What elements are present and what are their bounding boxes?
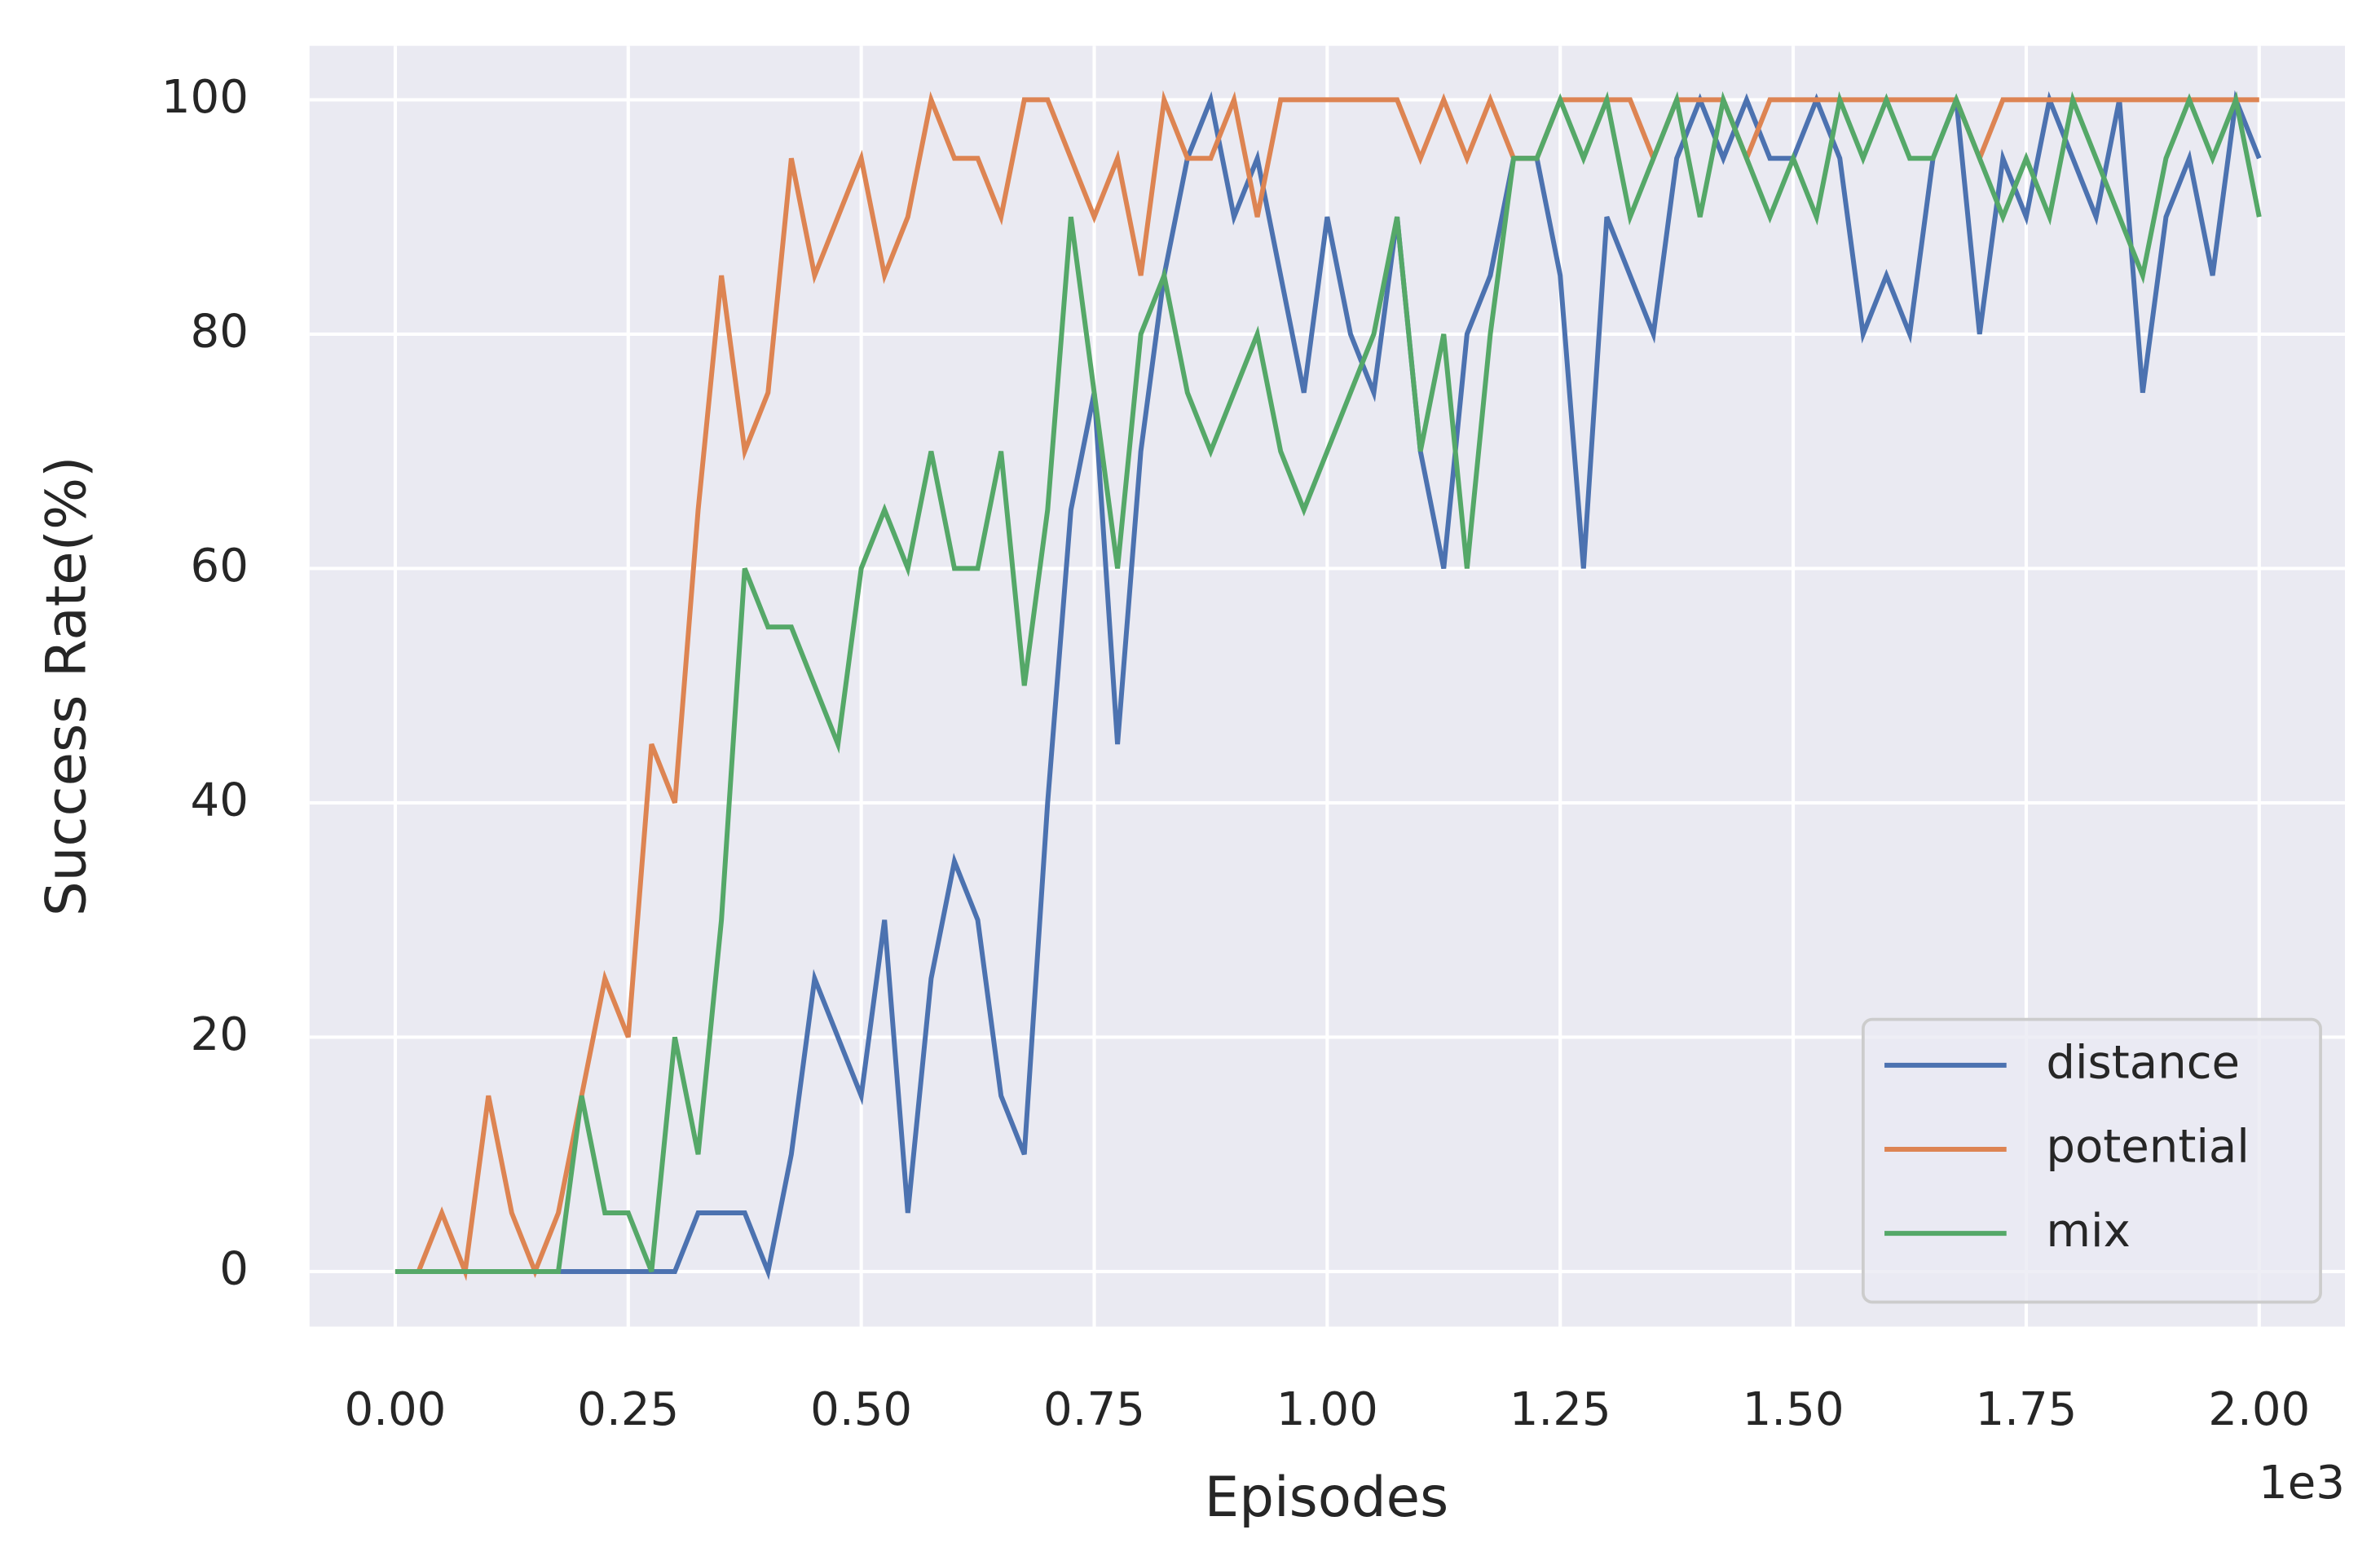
y-tick-label: 20 [191,1008,249,1061]
x-tick-label: 1.75 [1975,1383,2077,1436]
y-axis-label: Success Rate(%) [34,456,99,917]
legend-label: distance [2046,1036,2240,1089]
x-tick-label: 0.00 [344,1383,446,1436]
series-line [394,90,2262,1274]
legend: distance potential mix [1861,1017,2322,1304]
x-tick-label: 0.25 [577,1383,679,1436]
x-tick-label: 0.50 [810,1383,912,1436]
x-offset-label: 1e3 [2259,1457,2345,1510]
series-line [394,90,2259,1281]
y-tick-label: 100 [161,71,249,124]
x-tick-label: 1.25 [1510,1383,1611,1436]
y-tick-label: 60 [191,540,249,593]
y-tick-label: 40 [191,774,249,827]
y-tick-label: 0 [219,1243,249,1296]
x-tick-label: 0.75 [1043,1383,1145,1436]
y-tick-label: 80 [191,305,249,358]
x-tick-label: 1.00 [1276,1383,1378,1436]
x-tick-label: 1.50 [1743,1383,1844,1436]
legend-label: mix [2046,1205,2130,1258]
x-axis-label: Episodes [1205,1465,1448,1529]
x-tick-label: 2.00 [2208,1383,2310,1436]
legend-label: potential [2046,1121,2250,1174]
